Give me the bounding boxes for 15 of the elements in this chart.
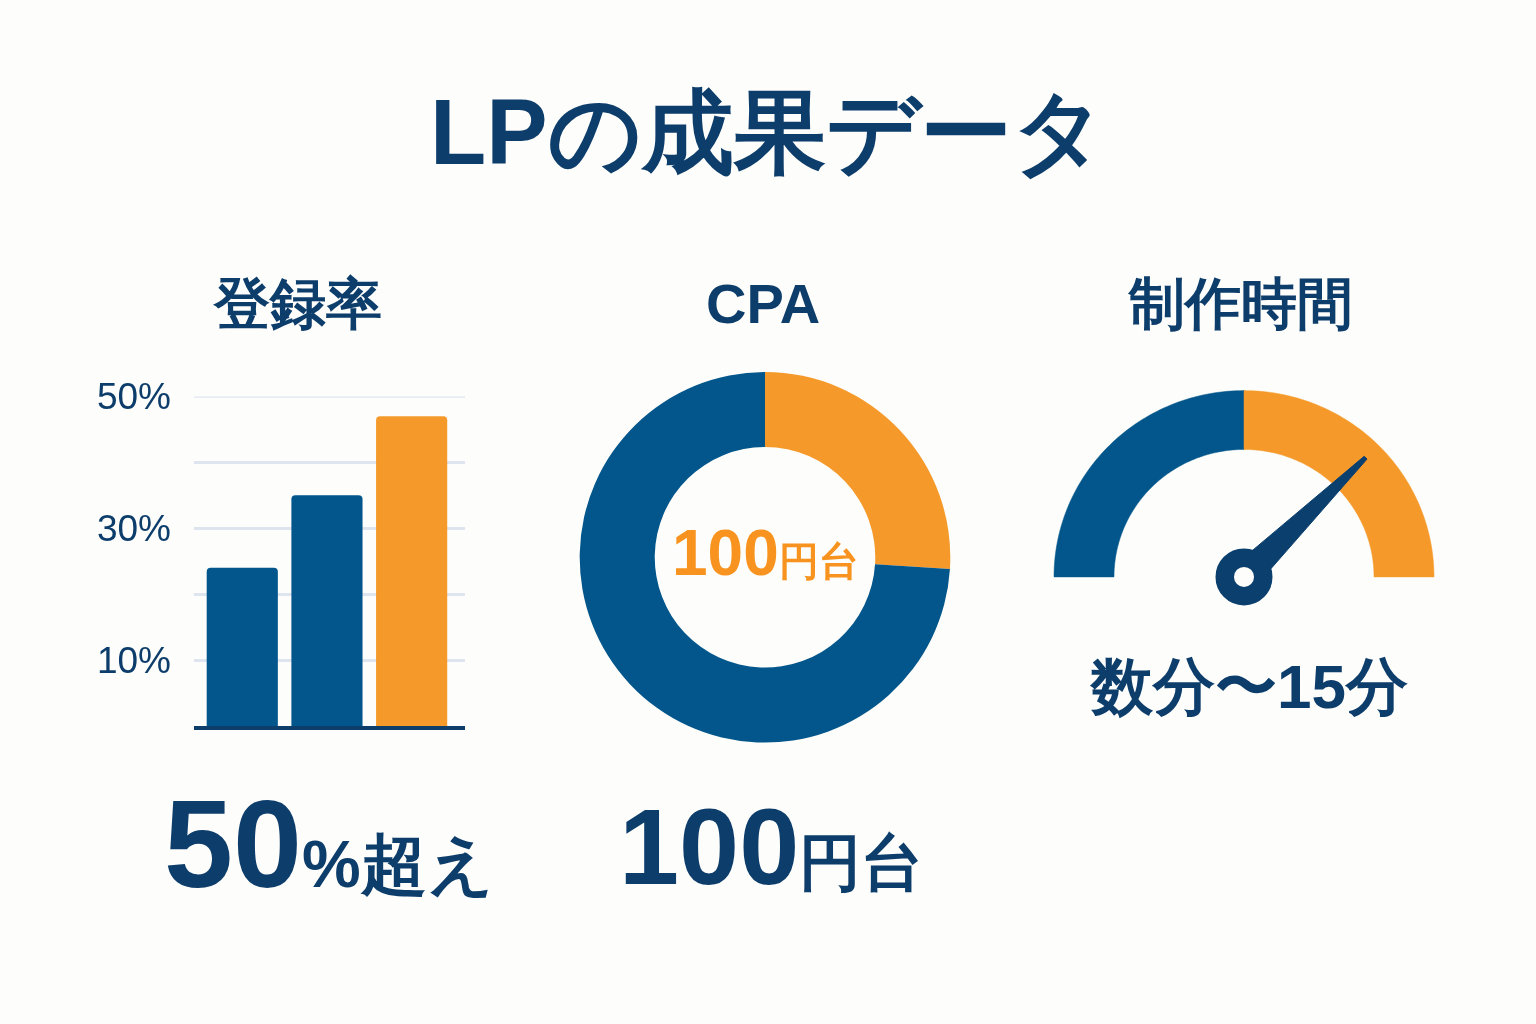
text: 100円台 (672, 517, 859, 589)
y-tick-label: 10% (96, 640, 171, 681)
y-tick-label: 30% (96, 508, 171, 550)
text: 数分〜15分 (1089, 652, 1408, 721)
bar (376, 416, 448, 726)
text: 制作時間 (1127, 272, 1353, 335)
donut-slice (579, 371, 950, 743)
bar (291, 495, 363, 726)
text: LPの成果データ (430, 81, 1106, 183)
text: 50%超え (164, 775, 495, 913)
chart-title: 登録率 (212, 272, 382, 335)
bar (206, 567, 278, 726)
chart-title: CPA (706, 272, 821, 335)
y-tick-label: 50% (96, 376, 171, 418)
text: 100円台 (619, 786, 924, 907)
